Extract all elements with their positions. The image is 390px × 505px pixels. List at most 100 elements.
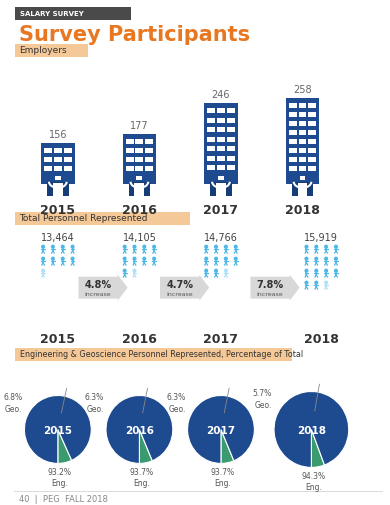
Text: 258: 258 <box>293 85 312 95</box>
Bar <box>136 176 142 180</box>
Text: 2016: 2016 <box>125 426 154 436</box>
Text: 93.7%
Eng.: 93.7% Eng. <box>129 469 153 488</box>
Text: SALARY SURVEY: SALARY SURVEY <box>20 12 83 18</box>
Bar <box>289 103 297 108</box>
Bar <box>227 108 235 113</box>
Bar <box>135 157 144 162</box>
Circle shape <box>42 258 44 260</box>
Text: increase: increase <box>167 292 193 297</box>
Circle shape <box>225 245 227 248</box>
Text: 2015: 2015 <box>40 333 75 345</box>
Text: 6.8%
Geo.: 6.8% Geo. <box>4 393 23 414</box>
Circle shape <box>315 281 317 284</box>
Bar <box>44 148 52 153</box>
Bar <box>217 127 225 132</box>
Bar <box>217 156 225 161</box>
Wedge shape <box>221 429 234 464</box>
Text: 14,105: 14,105 <box>122 233 156 243</box>
Circle shape <box>325 258 328 260</box>
Bar <box>41 143 74 184</box>
Bar <box>218 176 224 180</box>
Bar <box>64 148 72 153</box>
Text: Total Personnel Represented: Total Personnel Represented <box>20 214 148 223</box>
Bar <box>308 166 316 171</box>
Bar <box>299 103 307 108</box>
Text: Employers: Employers <box>20 46 67 56</box>
Bar <box>135 147 144 153</box>
Circle shape <box>205 258 207 260</box>
Circle shape <box>143 245 145 248</box>
Circle shape <box>123 269 126 272</box>
Bar <box>145 157 153 162</box>
Wedge shape <box>106 395 173 464</box>
Bar <box>14 347 292 361</box>
Wedge shape <box>274 391 349 468</box>
Text: 6.3%
Geo.: 6.3% Geo. <box>167 393 186 414</box>
Circle shape <box>305 258 308 260</box>
Text: 6.3%
Geo.: 6.3% Geo. <box>85 393 104 414</box>
Circle shape <box>123 258 126 260</box>
Bar <box>300 176 305 180</box>
Text: 93.2%
Eng.: 93.2% Eng. <box>48 469 72 488</box>
Bar <box>64 166 72 171</box>
Bar <box>289 166 297 171</box>
Text: increase: increase <box>257 292 284 297</box>
Text: 2015: 2015 <box>43 426 72 436</box>
Text: Survey Participants: Survey Participants <box>18 25 250 45</box>
Circle shape <box>71 258 74 260</box>
FancyArrow shape <box>78 275 128 300</box>
Bar <box>123 133 156 184</box>
Bar <box>289 112 297 117</box>
Text: 4.8%: 4.8% <box>85 280 112 290</box>
Bar <box>299 148 307 153</box>
Circle shape <box>305 269 308 272</box>
Bar <box>227 165 235 170</box>
Bar <box>289 157 297 162</box>
Circle shape <box>234 245 237 248</box>
Circle shape <box>325 269 328 272</box>
Text: 156: 156 <box>49 130 67 140</box>
Text: 246: 246 <box>212 90 230 100</box>
FancyArrow shape <box>250 275 300 300</box>
Circle shape <box>325 281 328 284</box>
Circle shape <box>225 269 227 272</box>
Bar <box>308 112 316 117</box>
Text: Engineering & Geoscience Personnel Represented, Percentage of Total: Engineering & Geoscience Personnel Repre… <box>20 350 303 359</box>
Circle shape <box>42 245 44 248</box>
Circle shape <box>215 269 217 272</box>
Bar <box>135 138 144 143</box>
Bar <box>126 157 133 162</box>
Bar <box>14 44 88 57</box>
Bar <box>217 146 225 151</box>
Text: 15,919: 15,919 <box>304 233 338 243</box>
Bar <box>217 108 225 113</box>
Bar <box>292 182 313 196</box>
Circle shape <box>325 245 328 248</box>
Text: 2016: 2016 <box>122 204 157 217</box>
Bar <box>289 130 297 135</box>
Circle shape <box>42 269 44 272</box>
Circle shape <box>305 245 308 248</box>
Bar <box>217 137 225 142</box>
Bar <box>207 165 215 170</box>
Circle shape <box>133 269 136 272</box>
Bar <box>207 108 215 113</box>
Bar <box>299 121 307 126</box>
Text: 2015: 2015 <box>40 204 75 217</box>
Bar <box>145 138 153 143</box>
FancyArrow shape <box>160 275 209 300</box>
Text: 2017: 2017 <box>204 204 238 217</box>
Circle shape <box>335 258 337 260</box>
Text: 2018: 2018 <box>297 426 326 436</box>
Text: 5.7%
Geo.: 5.7% Geo. <box>253 389 272 410</box>
Bar <box>47 182 69 196</box>
Bar <box>308 103 316 108</box>
Bar <box>286 98 319 184</box>
Text: 13,464: 13,464 <box>41 233 75 243</box>
Bar <box>126 138 133 143</box>
Bar <box>308 130 316 135</box>
Bar <box>227 118 235 123</box>
Bar <box>54 148 62 153</box>
Text: increase: increase <box>85 292 112 297</box>
Circle shape <box>71 245 74 248</box>
